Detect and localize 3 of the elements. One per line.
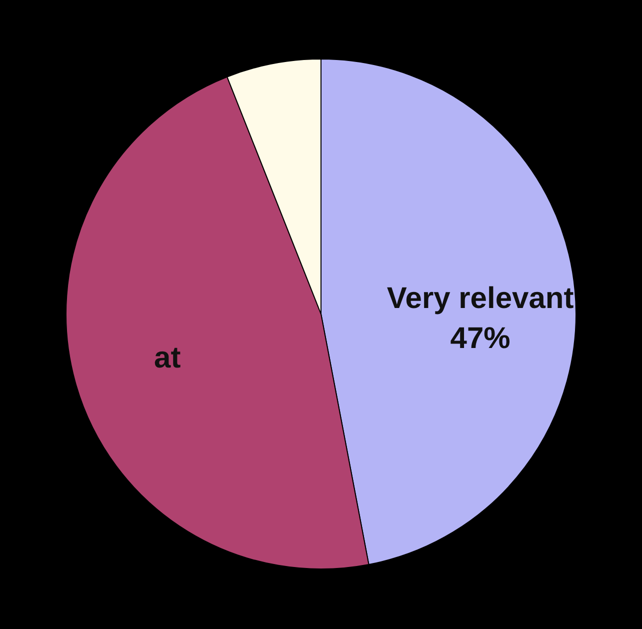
data-label: 47% <box>450 322 510 355</box>
slice-label: Very relevant <box>386 282 574 315</box>
slice-label: at <box>154 342 181 375</box>
